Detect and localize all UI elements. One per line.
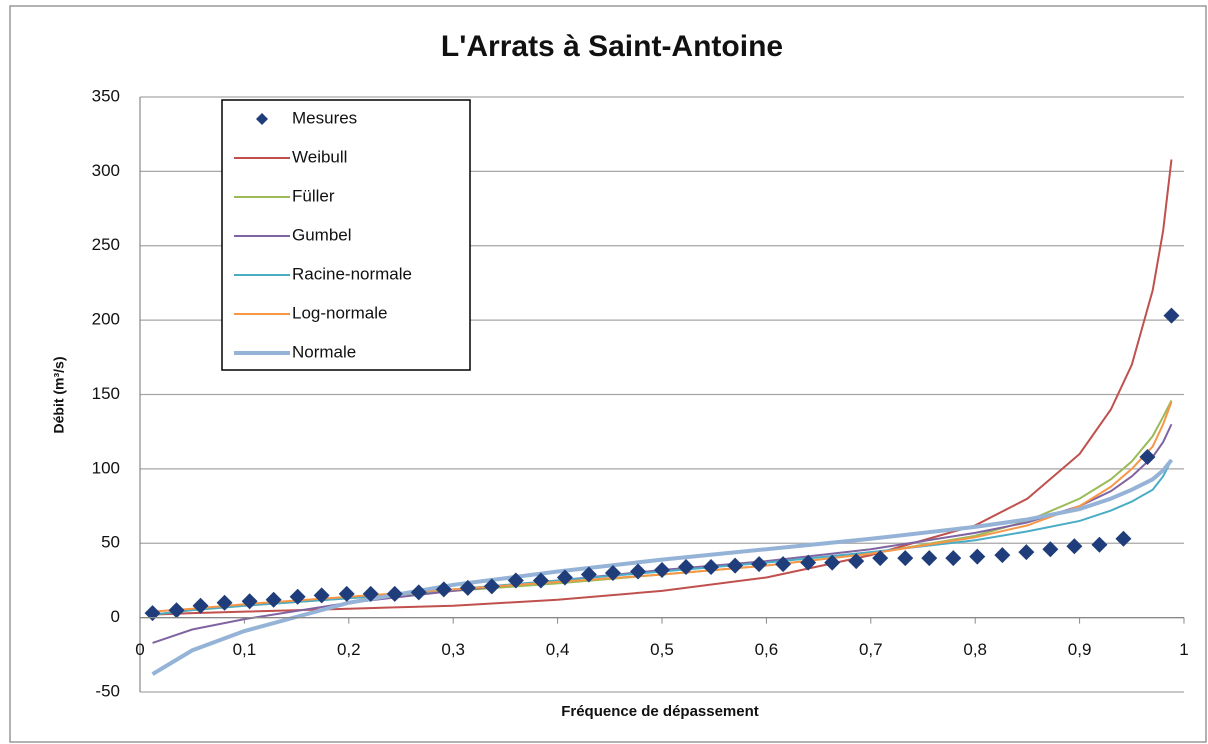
data-point [216, 594, 233, 611]
data-point [703, 559, 720, 576]
series-line [152, 401, 1173, 613]
x-tick-label: 0,6 [755, 640, 779, 659]
series-line [151, 458, 1174, 676]
data-point [872, 550, 889, 567]
x-tick-label: 0,8 [963, 640, 987, 659]
data-point [1066, 538, 1083, 555]
data-point [556, 569, 573, 586]
data-point [435, 581, 452, 598]
data-point [945, 550, 962, 567]
data-point [654, 562, 670, 579]
data-point [1115, 530, 1132, 547]
data-point [775, 556, 792, 573]
data-point [241, 593, 258, 610]
series-line [152, 159, 1173, 616]
data-point [265, 591, 282, 608]
x-tick-label: 0,2 [337, 640, 361, 659]
x-tick-label: 0,9 [1068, 640, 1092, 659]
x-tick-label: 0,5 [650, 640, 674, 659]
data-point [921, 550, 938, 567]
y-tick-label: 0 [111, 607, 120, 626]
y-tick-label: -50 [95, 681, 120, 700]
x-tick-label: 0,7 [859, 640, 883, 659]
y-tick-label: 150 [92, 384, 120, 403]
data-point [483, 578, 500, 595]
data-point [1163, 307, 1180, 324]
data-point [848, 553, 865, 570]
data-point [751, 556, 768, 573]
x-tick-label: 1 [1179, 640, 1188, 659]
legend-label: Log-normale [292, 303, 387, 322]
legend-label: Normale [292, 342, 356, 361]
series-line [152, 423, 1173, 644]
series-line [152, 459, 1173, 616]
x-tick-label: 0 [135, 640, 144, 659]
data-point [800, 554, 817, 571]
data-point [532, 572, 549, 589]
data-point [678, 559, 695, 576]
y-axis-label: Débit (m³/s) [51, 357, 67, 434]
legend-label: Racine-normale [292, 264, 412, 283]
legend-marker [256, 113, 268, 125]
data-point [580, 566, 597, 583]
data-point [459, 579, 476, 596]
x-tick-label: 0,3 [441, 640, 465, 659]
data-point [338, 585, 355, 602]
y-tick-label: 300 [92, 161, 120, 180]
data-point [168, 602, 185, 619]
data-point [313, 587, 330, 604]
data-point [386, 585, 403, 602]
data-point [727, 557, 744, 574]
data-point [824, 554, 841, 571]
y-tick-label: 200 [92, 310, 120, 329]
y-tick-label: 100 [92, 458, 120, 477]
y-tick-label: 250 [92, 235, 120, 254]
legend-label: Füller [292, 186, 335, 205]
data-point [897, 550, 914, 567]
chart-frame [9, 5, 1207, 743]
data-point [362, 585, 379, 602]
x-axis-label: Fréquence de dépassement [561, 703, 759, 720]
x-tick-label: 0,1 [233, 640, 257, 659]
data-point [1018, 544, 1035, 561]
data-point [629, 563, 646, 580]
legend-label: Mesures [292, 108, 357, 127]
x-tick-label: 0,4 [546, 640, 570, 659]
legend-label: Weibull [292, 147, 347, 166]
data-point [410, 584, 427, 601]
data-point [604, 565, 621, 581]
data-point [1139, 448, 1156, 465]
data-point [1091, 536, 1108, 553]
y-tick-label: 350 [92, 86, 120, 105]
data-point [994, 547, 1011, 564]
data-point [969, 548, 986, 565]
chart-title: L'Arrats à Saint-Antoine [441, 30, 783, 63]
data-point [1042, 541, 1059, 558]
data-point [192, 597, 209, 614]
y-tick-label: 50 [101, 533, 120, 552]
data-point [289, 588, 306, 605]
data-point [507, 572, 524, 589]
legend-label: Gumbel [292, 225, 352, 244]
